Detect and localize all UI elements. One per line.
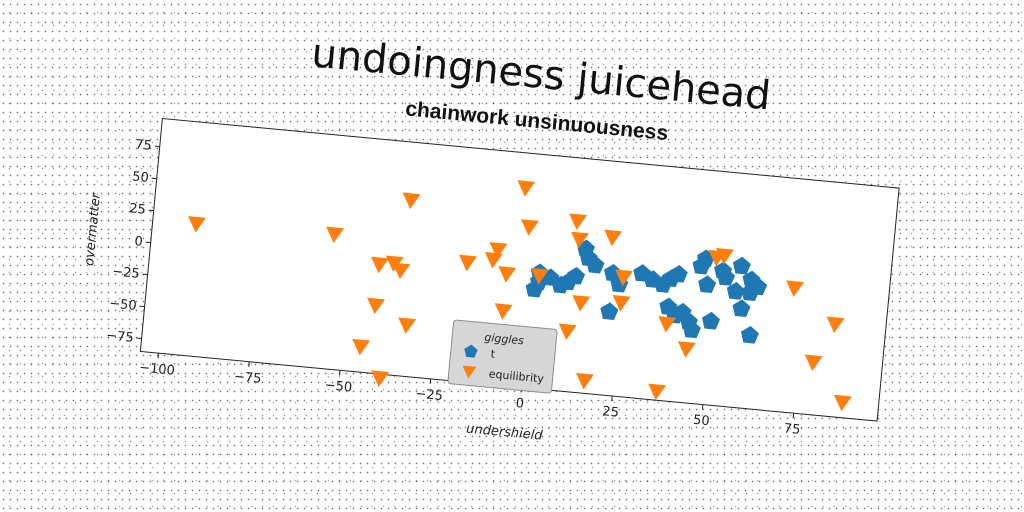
data-point: [517, 180, 536, 197]
legend-marker: [464, 344, 478, 358]
data-point: [520, 219, 539, 236]
x-tick-label: −75: [233, 369, 262, 387]
legend-items: t equilibrity: [462, 344, 545, 386]
data-point: [702, 311, 721, 330]
x-tick-label: 50: [692, 413, 710, 429]
data-point: [398, 317, 417, 334]
data-point: [612, 295, 631, 312]
y-tick-label: −25: [112, 264, 141, 282]
data-point: [732, 299, 751, 318]
data-point: [371, 370, 390, 387]
legend-title: giggles: [484, 331, 525, 348]
data-point: [648, 383, 667, 401]
data-point: [484, 251, 503, 269]
data-point: [494, 303, 513, 320]
data-point: [459, 254, 477, 272]
data-point: [749, 277, 768, 296]
y-tick-label: −75: [106, 328, 135, 346]
x-axis-ticks: −100 −75 −50 −25 0 25 50 75: [138, 353, 801, 438]
data-point: [352, 338, 371, 356]
y-tick-label: 0: [134, 234, 144, 250]
y-axis-ticks: −75 −50 −25 0 25 50 75: [106, 137, 160, 346]
data-point: [717, 268, 736, 286]
data-point: [531, 267, 549, 285]
data-point: [833, 394, 852, 412]
data-point: [682, 320, 701, 339]
y-tick-label: −50: [109, 296, 138, 314]
legend-label: equilibrity: [488, 367, 545, 385]
data-point: [326, 226, 345, 244]
x-tick-label: −25: [415, 387, 444, 405]
y-tick-label: 75: [135, 137, 153, 153]
data-point: [567, 266, 586, 285]
data-point: [402, 192, 421, 210]
data-point: [804, 354, 823, 372]
x-axis-label: undershield: [466, 421, 544, 443]
data-point: [715, 247, 734, 265]
data-point: [600, 302, 619, 320]
y-axis-label: overmatter: [82, 191, 104, 267]
x-tick-label: 25: [602, 404, 620, 420]
data-point: [392, 262, 411, 280]
chart-title: undoingness juicehead: [310, 30, 773, 119]
x-tick-label: −100: [138, 360, 175, 378]
series-1: [188, 180, 852, 412]
data-point: [525, 279, 544, 298]
x-tick-label: 75: [783, 421, 801, 437]
x-tick-label: −50: [324, 378, 353, 396]
data-point: [188, 216, 206, 233]
legend-box: [447, 319, 558, 394]
legend-label: t: [490, 347, 496, 360]
data-point: [786, 280, 805, 297]
data-point: [698, 275, 717, 294]
data-point: [367, 297, 386, 315]
data-point: [615, 269, 634, 286]
legend: giggles t equilibrity: [447, 319, 558, 394]
data-point: [558, 323, 577, 341]
data-point: [740, 325, 760, 344]
data-point: [677, 341, 696, 358]
data-point: [732, 256, 751, 275]
series-layer: [188, 180, 852, 412]
data-point: [370, 256, 389, 274]
series-0: [525, 239, 768, 344]
data-point: [571, 231, 589, 249]
data-point: [489, 242, 508, 259]
data-point: [658, 316, 677, 333]
data-point: [572, 295, 591, 312]
y-tick-label: 50: [132, 169, 150, 185]
data-point: [604, 229, 623, 247]
data-point: [569, 213, 588, 230]
legend-marker: [462, 365, 477, 379]
data-point: [586, 255, 605, 274]
x-tick-label: 0: [515, 396, 525, 412]
data-point: [669, 265, 688, 283]
y-tick-label: 25: [128, 201, 146, 217]
data-point: [826, 316, 845, 334]
data-point: [576, 372, 594, 390]
data-point: [498, 266, 517, 283]
data-point: [726, 282, 745, 300]
